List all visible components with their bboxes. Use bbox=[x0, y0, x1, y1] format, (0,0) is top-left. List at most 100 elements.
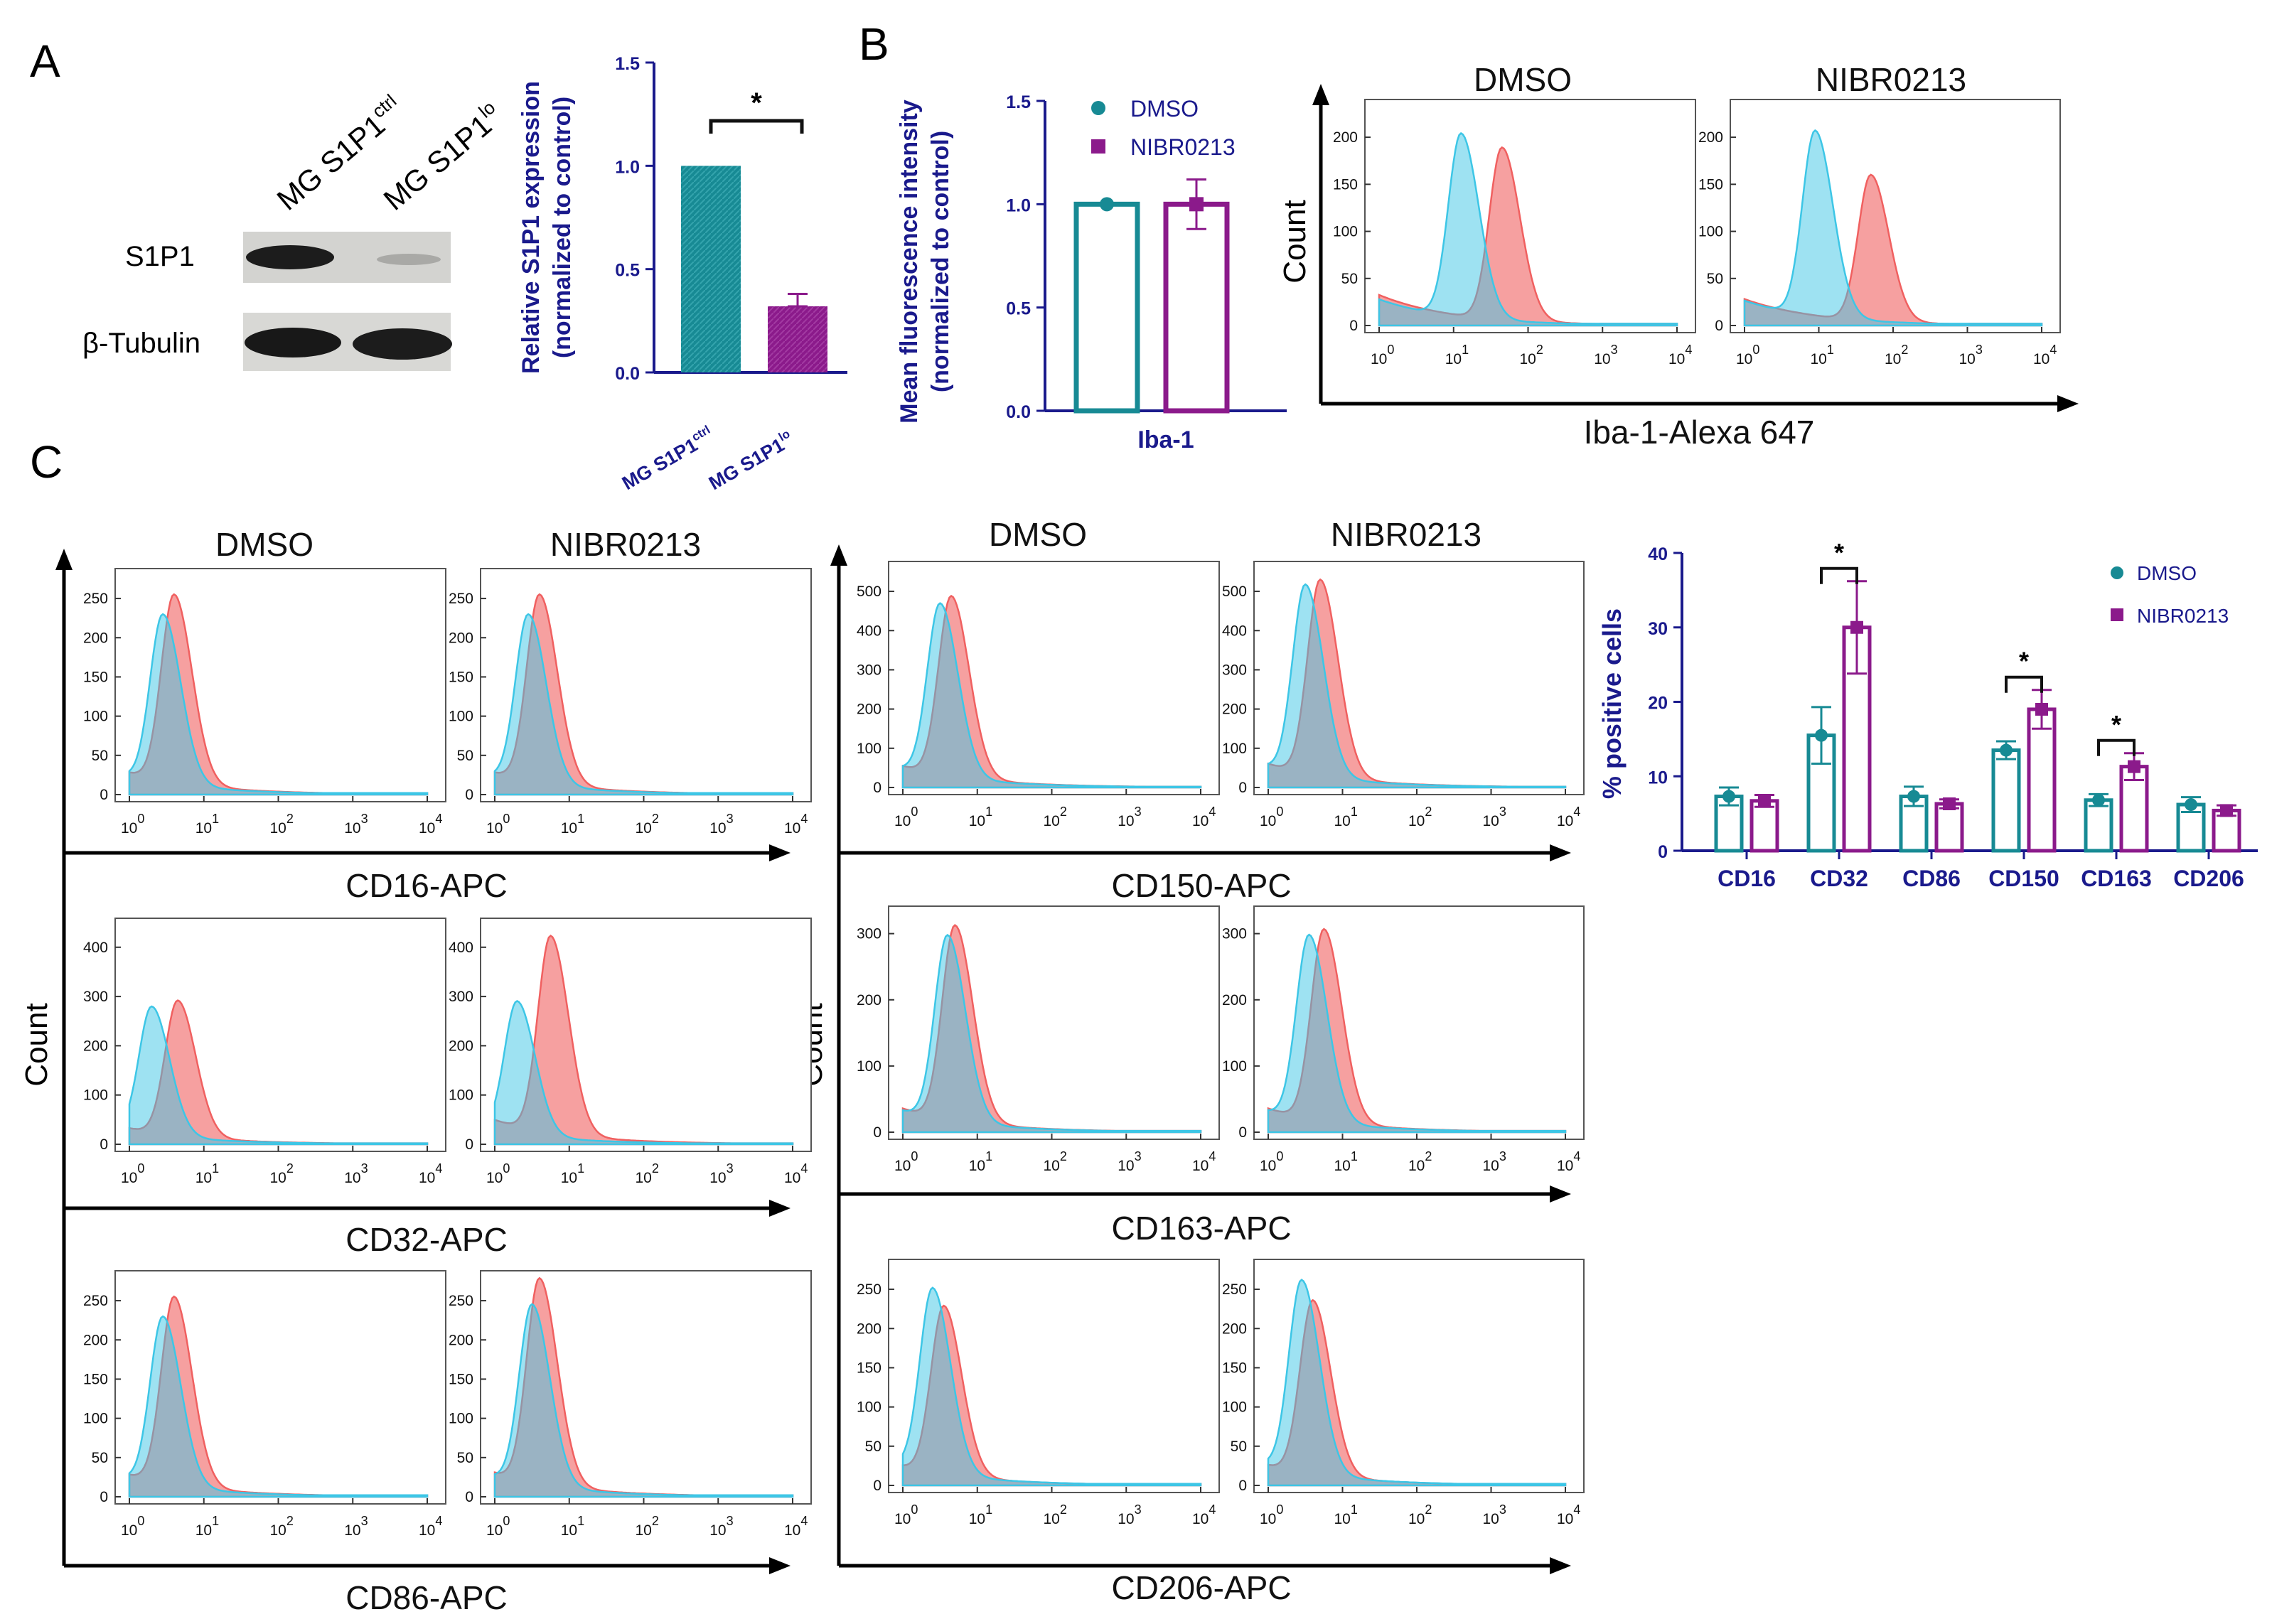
hist-cd206-apc-nibr0213-control-curve bbox=[1267, 1279, 1567, 1487]
hist-cd16-apc-dmso-xtick-exp-2: 2 bbox=[286, 812, 294, 826]
panel-c-legend-nibr: NIBR0213 bbox=[2137, 605, 2229, 627]
hist-cd206-apc-nibr0213-xtick-base-1: 10 bbox=[1334, 1511, 1351, 1527]
panel-b-legend-dmso-marker bbox=[1091, 101, 1105, 115]
hist-cd150-apc-dmso-xtick-exp-0: 0 bbox=[911, 805, 918, 819]
panel-c-xlabel-CD86: CD86 bbox=[1902, 866, 1961, 891]
panel-c-bar-CD150-1 bbox=[2027, 707, 2057, 853]
hist-cd206-apc-dmso-xtick-base-4: 10 bbox=[1192, 1511, 1209, 1527]
hist-cd163-apc-nibr0213-xtick-label-4: 104 bbox=[1557, 1149, 1580, 1174]
hist-cd150-apc-nibr0213-xtick-exp-3: 3 bbox=[1499, 805, 1506, 819]
hist-cd150-apc-nibr0213-xtick-base-1: 10 bbox=[1334, 813, 1351, 829]
panel-a-bar-0 bbox=[681, 166, 741, 373]
panel-c-xlabel-CD163: CD163 bbox=[2081, 866, 2152, 891]
hist-cd32-apc-nibr0213-ytick-label-4: 400 bbox=[449, 940, 473, 956]
panel-c-point-CD206-0 bbox=[2185, 798, 2197, 812]
hist-cd206-apc-dmso-xtick-exp-0: 0 bbox=[911, 1502, 918, 1517]
panel-b-ylabel-line2: (normalized to control) bbox=[927, 131, 954, 392]
hist-iba-1-alexa-647-dmso-xtick-label-4: 104 bbox=[1668, 343, 1692, 367]
hist-cd163-apc-dmso-xtick-label-3: 103 bbox=[1118, 1149, 1141, 1174]
panel-b-yticks: 0.0 0.5 1.0 1.5 bbox=[1006, 92, 1045, 422]
panel-a-bar-chart: Relative S1P1 expression (normalized to c… bbox=[518, 54, 847, 494]
hist-cd16-apc-nibr0213-ytick-label-2: 100 bbox=[449, 709, 473, 725]
hist-iba-1-alexa-647-nibr0213-control-curve bbox=[1743, 129, 2043, 327]
hist-cd32-apc-nibr0213-ytick-label-0: 0 bbox=[465, 1136, 473, 1153]
hist-cd86-apc-nibr0213-xtick-label-4: 104 bbox=[784, 1514, 808, 1539]
panel-c-bar-chart: % positive cells 0 10 20 30 40 CD16 CD32 * CD86… bbox=[1597, 538, 2258, 891]
xlabel-cd32: CD32-APC bbox=[345, 1221, 508, 1258]
panel-a-ylabel: Relative S1P1 expression (normalized to c… bbox=[518, 81, 576, 374]
hist-cd86-apc-nibr0213-xtick-label-1: 101 bbox=[561, 1514, 584, 1539]
hist-cd206-apc-nibr0213-ytick-label-2: 100 bbox=[1222, 1399, 1247, 1416]
panel-c-ytick-label-1: 10 bbox=[1648, 768, 1668, 787]
hist-cd86-apc-nibr0213-ytick-label-4: 200 bbox=[449, 1332, 473, 1348]
panel-c-xlabel-CD150: CD150 bbox=[1988, 866, 2059, 891]
hist-iba-1-alexa-647-dmso-xtick-exp-3: 3 bbox=[1611, 343, 1618, 357]
hist-cd163-apc-dmso-xtick-exp-4: 4 bbox=[1209, 1149, 1216, 1163]
hist-cd86-apc-dmso-ytick-label-3: 150 bbox=[83, 1371, 108, 1387]
row-axis-arrow-cd206 bbox=[1550, 1557, 1571, 1574]
hist-cd32-apc-nibr0213-xtick-exp-1: 1 bbox=[577, 1161, 584, 1176]
hist-cd86-apc-dmso-xtick-base-0: 10 bbox=[121, 1522, 137, 1539]
panel-c-point-CD163-1 bbox=[2128, 760, 2140, 773]
hist-cd16-apc-dmso-xtick-base-1: 10 bbox=[195, 820, 212, 837]
hist-cd86-apc-nibr0213-xtick-base-2: 10 bbox=[636, 1522, 652, 1539]
hist-cd206-apc-nibr0213-xtick-label-3: 103 bbox=[1483, 1502, 1506, 1527]
hist-cd163-apc-dmso-ytick-label-3: 300 bbox=[857, 926, 882, 942]
hist-cd206-apc-dmso-xtick-base-2: 10 bbox=[1044, 1511, 1060, 1527]
hist-cd32-apc-dmso-xtick-base-2: 10 bbox=[270, 1170, 286, 1186]
hist-cd206-apc-dmso-xtick-exp-2: 2 bbox=[1060, 1502, 1067, 1517]
panel-c-ylabel: % positive cells bbox=[1597, 608, 1627, 799]
hist-cd16-apc-nibr0213-xtick-label-1: 101 bbox=[561, 812, 584, 837]
hist-cd16-apc-dmso-xtick-label-3: 103 bbox=[344, 812, 368, 837]
hist-iba-1-alexa-647-dmso-ytick-label-3: 150 bbox=[1333, 176, 1358, 193]
panel-b-legend-nibr-marker bbox=[1091, 139, 1105, 154]
hist-cd150-apc-dmso-control-curve bbox=[901, 602, 1202, 789]
hist-cd16-apc-dmso-xtick-exp-1: 1 bbox=[212, 812, 219, 826]
hist-cd86-apc-nibr0213-xtick-exp-3: 3 bbox=[727, 1514, 734, 1528]
hist-iba-1-alexa-647-nibr0213-xtick-exp-1: 1 bbox=[1827, 343, 1834, 357]
panel-a-bars bbox=[681, 166, 827, 373]
protein-label-tubulin: β-Tubulin bbox=[82, 328, 200, 359]
hist-cd206-apc-nibr0213-xtick-exp-3: 3 bbox=[1499, 1502, 1506, 1517]
hist-iba-1-alexa-647-nibr0213-xtick-exp-3: 3 bbox=[1976, 343, 1983, 357]
hist-cd163-apc-dmso-xtick-base-1: 10 bbox=[969, 1158, 985, 1174]
panel-c-point-CD86-1 bbox=[1943, 797, 1956, 811]
panel-a-ylabel-line2: (normalized to control) bbox=[549, 97, 576, 358]
hist-cd16-apc-dmso-xtick-base-3: 10 bbox=[344, 820, 360, 837]
panel-b-count-label: Count bbox=[1277, 200, 1312, 283]
hist-cd163-apc-dmso-xtick-base-2: 10 bbox=[1044, 1158, 1060, 1174]
panel-a-ylabel-line1: Relative S1P1 expression bbox=[518, 81, 545, 374]
hist-cd150-apc-nibr0213-xtick-label-4: 104 bbox=[1557, 805, 1580, 829]
hist-cd16-apc-nibr0213-control-curve bbox=[493, 613, 794, 796]
hist-cd86-apc-dmso-ytick-label-5: 250 bbox=[83, 1293, 108, 1309]
hist-cd16-apc-nibr0213-ytick-label-5: 250 bbox=[449, 591, 473, 607]
hist-cd32-apc-dmso-xtick-base-3: 10 bbox=[344, 1170, 360, 1186]
panel-c-bracket-CD163 bbox=[2097, 738, 2136, 756]
hist-cd163-apc-nibr0213-xtick-exp-0: 0 bbox=[1276, 1149, 1283, 1163]
hist-cd163-apc-nibr0213-ytick-label-2: 200 bbox=[1222, 992, 1247, 1009]
hist-cd32-apc-nibr0213-xtick-exp-3: 3 bbox=[727, 1161, 734, 1176]
hist-cd32-apc-nibr0213-xtick-label-3: 103 bbox=[709, 1161, 733, 1186]
hist-cd163-apc-nibr0213-ytick-label-0: 0 bbox=[1238, 1124, 1247, 1141]
hist-cd16-apc-dmso-xtick-label-2: 102 bbox=[270, 812, 294, 837]
hist-cd150-apc-nibr0213-xtick-base-2: 10 bbox=[1408, 813, 1425, 829]
hdr-left-nibr: NIBR0213 bbox=[550, 526, 701, 563]
hist-cd163-apc-nibr0213-xtick-base-1: 10 bbox=[1334, 1158, 1351, 1174]
hist-cd16-apc-nibr0213-xtick-base-0: 10 bbox=[486, 820, 503, 837]
hist-iba-1-alexa-647-dmso-ytick-label-1: 50 bbox=[1341, 271, 1358, 287]
hist-cd86-apc-dmso-xtick-base-4: 10 bbox=[419, 1522, 435, 1539]
hist-cd150-apc-dmso-ytick-label-1: 100 bbox=[857, 741, 882, 757]
hist-cd32-apc-dmso-xtick-base-4: 10 bbox=[419, 1170, 435, 1186]
hist-cd86-apc-nibr0213-xtick-label-2: 102 bbox=[636, 1514, 659, 1539]
hist-cd16-apc-nibr0213-xtick-base-1: 10 bbox=[561, 820, 577, 837]
hist-cd150-apc-nibr0213-xtick-label-3: 103 bbox=[1483, 805, 1506, 829]
hist-cd32-apc-nibr0213-xtick-exp-2: 2 bbox=[652, 1161, 659, 1176]
hist-iba-1-alexa-647-nibr0213-xtick-exp-4: 4 bbox=[2049, 343, 2057, 357]
hist-cd86-apc-dmso-xtick-exp-0: 0 bbox=[137, 1514, 144, 1528]
panel-c-bars: CD16 CD32 * CD86 CD150 * CD163 * CD206 bbox=[1714, 538, 2244, 891]
hist-cd206-apc-dmso-ytick-label-1: 50 bbox=[865, 1439, 882, 1455]
blot-band-tubulin-ctrl bbox=[245, 328, 341, 357]
